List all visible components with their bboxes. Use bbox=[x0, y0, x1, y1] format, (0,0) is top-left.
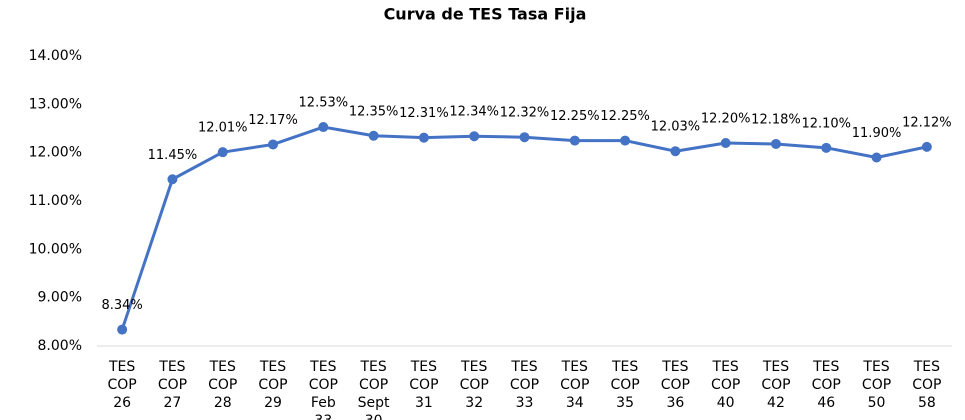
x-tick-label: TES COP 32 bbox=[460, 359, 489, 411]
y-tick-label: 10.00% bbox=[29, 241, 82, 257]
x-tick-label: TES COP 42 bbox=[761, 359, 790, 411]
data-label: 12.31% bbox=[399, 106, 449, 121]
x-tick-label: TES COP 31 bbox=[409, 359, 438, 411]
data-point bbox=[519, 132, 530, 143]
data-point bbox=[268, 139, 279, 150]
y-tick-label: 12.00% bbox=[29, 145, 82, 161]
data-point bbox=[821, 142, 832, 153]
x-tick-label: TES COP 26 bbox=[108, 359, 137, 411]
data-point bbox=[167, 174, 178, 185]
data-point bbox=[117, 324, 128, 335]
data-point bbox=[318, 122, 329, 133]
data-label: 12.03% bbox=[651, 120, 701, 135]
x-tick-label: TES COP 46 bbox=[812, 359, 841, 411]
data-point bbox=[670, 146, 681, 157]
x-tick-label: TES COP 50 bbox=[862, 359, 891, 411]
data-point bbox=[418, 132, 429, 143]
data-label: 12.17% bbox=[248, 113, 298, 128]
x-tick-label: TESCOPSept30 bbox=[358, 359, 390, 420]
data-point bbox=[368, 130, 379, 141]
data-point bbox=[770, 138, 781, 149]
y-tick-label: 13.00% bbox=[29, 96, 82, 112]
x-tick-label: TES COP 27 bbox=[158, 359, 187, 411]
data-label: 8.34% bbox=[101, 298, 142, 313]
data-point bbox=[620, 135, 631, 146]
data-point bbox=[569, 135, 580, 146]
data-point bbox=[217, 147, 228, 158]
data-label: 12.35% bbox=[349, 104, 399, 119]
data-label: 12.20% bbox=[701, 112, 751, 127]
data-point bbox=[921, 141, 932, 152]
x-tick-label: TES COP 58 bbox=[912, 359, 941, 411]
y-tick-label: 8.00% bbox=[38, 338, 82, 354]
data-label: 11.45% bbox=[148, 148, 198, 163]
y-tick-label: 14.00% bbox=[29, 48, 82, 64]
data-label: 12.12% bbox=[902, 115, 952, 130]
data-label: 12.18% bbox=[751, 112, 801, 127]
data-label: 12.01% bbox=[198, 121, 248, 136]
series-line bbox=[120, 125, 928, 331]
y-tick-label: 9.00% bbox=[38, 290, 82, 306]
data-label: 12.10% bbox=[801, 116, 851, 131]
data-point bbox=[720, 138, 731, 148]
data-label: 12.25% bbox=[550, 109, 600, 124]
data-point bbox=[871, 152, 882, 163]
x-tick-label: TES COP 36 bbox=[661, 359, 690, 411]
x-tick-label: TES COP 34 bbox=[560, 359, 589, 411]
data-label: 11.90% bbox=[852, 126, 902, 141]
data-label: 12.34% bbox=[449, 105, 499, 120]
data-label: 12.53% bbox=[299, 96, 349, 111]
x-tick-label: TES COP 28 bbox=[208, 359, 237, 411]
x-tick-label: TES COP 33 bbox=[510, 359, 539, 411]
x-tick-label: TESCOPFeb33 bbox=[309, 359, 338, 420]
chart-title: Curva de TES Tasa Fija bbox=[384, 5, 587, 24]
x-tick-label: TES COP 40 bbox=[711, 359, 740, 411]
data-label: 12.32% bbox=[500, 106, 550, 121]
data-point bbox=[469, 131, 480, 142]
x-tick-label: TES COP 35 bbox=[610, 359, 639, 411]
y-tick-label: 11.00% bbox=[29, 193, 82, 209]
data-label: 12.25% bbox=[600, 109, 650, 124]
x-tick-label: TES COP 29 bbox=[258, 359, 287, 411]
